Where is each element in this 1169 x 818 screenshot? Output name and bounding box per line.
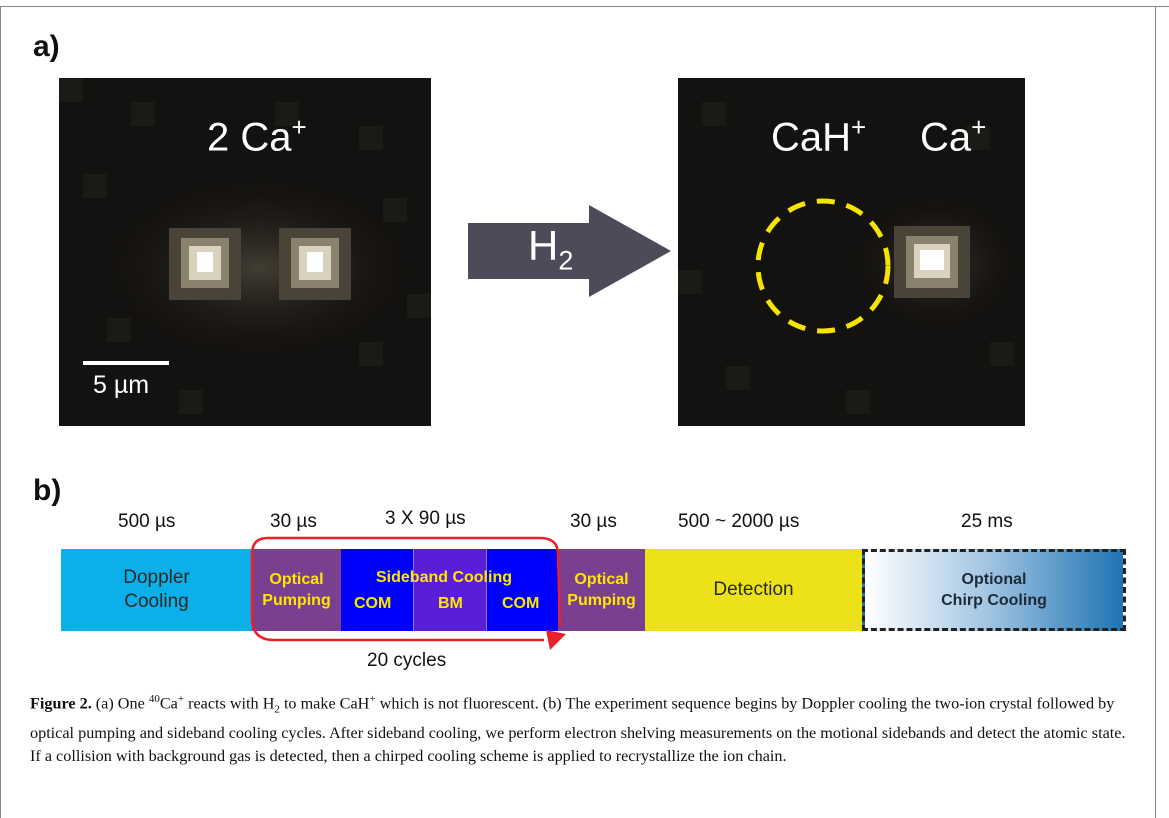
right-image-pixels (678, 78, 1025, 426)
sideband-com-2-label: COM (502, 595, 540, 612)
segment-doppler-cooling: Doppler Cooling (61, 549, 252, 631)
segment-detection: Detection (645, 549, 862, 631)
segment-optical-pumping-2: Optical Pumping (558, 549, 645, 631)
panel-a-label: a) (33, 30, 60, 63)
segment-optical-pumping-1: Optical Pumping (252, 549, 341, 631)
ion-1 (169, 228, 241, 300)
panel-b-label: b) (33, 474, 62, 507)
figure-frame-top (0, 6, 1169, 7)
figure-caption: Figure 2. (a) One 40Ca+ reacts with H2 t… (30, 693, 1126, 765)
segment-sideband-com-2 (487, 549, 558, 631)
duration-optical-pumping-2: 30 µs (570, 511, 617, 532)
cycle-loop-arrow-icon (250, 536, 566, 650)
duration-chirp: 25 ms (961, 511, 1013, 532)
sideband-bm-label: BM (438, 595, 463, 612)
segment-sideband-com-1 (341, 549, 414, 631)
reaction-arrow-icon (468, 205, 671, 297)
left-ion-label: 2 Ca+ (207, 112, 307, 160)
duration-sideband: 3 X 90 µs (385, 508, 466, 529)
segment-sideband-bm (414, 549, 487, 631)
ion-glow-halo (99, 173, 419, 363)
figure-frame-right (1155, 6, 1156, 818)
right-fluorescence-image: CaH+ Ca+ (678, 78, 1025, 426)
segment-optional-chirp-cooling: Optional Chirp Cooling (862, 549, 1126, 631)
scale-bar-label: 5 µm (93, 371, 150, 399)
figure-frame-left (0, 6, 1, 818)
sideband-cooling-title: Sideband Cooling (376, 569, 512, 586)
duration-doppler: 500 µs (118, 511, 176, 532)
ion-2 (279, 228, 351, 300)
dashed-circle-dark-ion (755, 198, 891, 334)
remaining-ion (894, 226, 970, 298)
right-ion-label-cah: CaH+ (771, 112, 867, 160)
right-ion-label-ca: Ca+ (920, 112, 987, 160)
arrow-label: H2 (528, 222, 574, 276)
scale-bar (83, 361, 169, 365)
left-image-pixels (59, 78, 431, 426)
duration-detection: 500 ~ 2000 µs (678, 511, 800, 532)
duration-optical-pumping-1: 30 µs (270, 511, 317, 532)
sideband-com-1-label: COM (354, 595, 392, 612)
left-fluorescence-image: 2 Ca+ 5 µm (59, 78, 431, 426)
cycles-label: 20 cycles (367, 650, 447, 671)
